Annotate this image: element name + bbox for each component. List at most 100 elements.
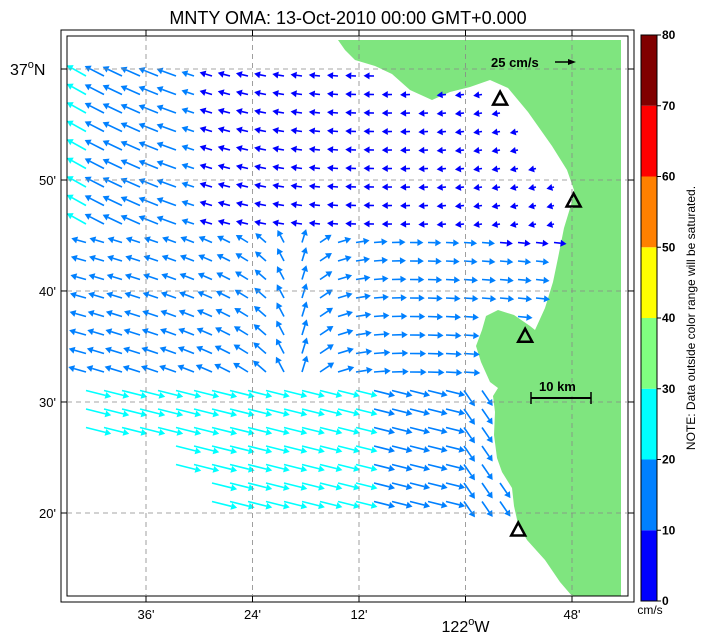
vector-shaft xyxy=(427,408,442,414)
vector-head xyxy=(318,391,325,399)
vector-shaft xyxy=(71,178,87,188)
vector-shaft xyxy=(314,130,321,133)
map-frame xyxy=(66,35,629,597)
vector-head xyxy=(276,248,284,256)
vector-shaft xyxy=(211,389,232,397)
vector-head xyxy=(156,86,164,93)
vector-shaft xyxy=(445,371,457,374)
vector-shaft xyxy=(239,273,249,281)
vector-head xyxy=(524,239,531,247)
colorbar-tick-label: 20 xyxy=(662,453,676,467)
vector-head xyxy=(405,409,413,417)
vector-head xyxy=(122,428,130,436)
vector-shaft xyxy=(146,367,159,373)
vector-head xyxy=(120,122,128,129)
vector-head xyxy=(199,218,207,226)
vector-shaft xyxy=(301,463,320,470)
colorbar-tick-label: 40 xyxy=(662,311,676,325)
vector-shaft xyxy=(165,330,177,336)
vector-shaft xyxy=(481,297,491,300)
vector-head xyxy=(276,320,283,328)
vector-shaft xyxy=(355,369,367,373)
colorbar-segment xyxy=(641,318,657,389)
vector-head xyxy=(509,165,517,173)
vector-shaft xyxy=(535,297,545,300)
vector-shaft xyxy=(427,389,442,395)
vector-head xyxy=(102,121,110,129)
vector-shaft xyxy=(85,426,106,434)
vector-shaft xyxy=(319,445,337,451)
vector-head xyxy=(70,254,78,262)
vector-head xyxy=(217,107,225,115)
vector-shaft xyxy=(247,408,267,415)
vector-shaft xyxy=(463,464,473,476)
vector-shaft xyxy=(229,389,250,396)
vector-head xyxy=(138,141,146,148)
vector-shaft xyxy=(200,366,213,373)
vector-shaft xyxy=(223,129,231,133)
vector-head xyxy=(195,364,203,371)
vector-head xyxy=(345,164,352,172)
vector-head xyxy=(217,70,225,78)
vector-shaft xyxy=(427,500,442,506)
vector-shaft xyxy=(143,88,159,96)
vector-head xyxy=(543,295,550,303)
vector-head xyxy=(473,109,480,117)
vector-head xyxy=(399,238,406,246)
vector-shaft xyxy=(111,294,123,299)
vector-shaft xyxy=(337,331,348,336)
vector-shaft xyxy=(229,482,250,489)
vector-shaft xyxy=(373,482,390,488)
vector-shaft xyxy=(183,330,195,336)
vector-head xyxy=(405,501,413,509)
vector-head xyxy=(327,164,334,172)
vector-shaft xyxy=(166,275,177,281)
vector-shaft xyxy=(355,463,372,470)
vector-shaft xyxy=(203,275,213,281)
vector-head xyxy=(345,127,352,135)
vector-shaft xyxy=(205,73,213,77)
vector-head xyxy=(272,90,279,97)
vector-shaft xyxy=(121,389,142,397)
vector-head xyxy=(381,256,389,264)
vector-head xyxy=(308,71,316,79)
vector-head xyxy=(546,202,554,210)
vector-head xyxy=(458,390,466,398)
vector-head xyxy=(468,454,475,462)
vector-shaft xyxy=(337,463,355,470)
vector-shaft xyxy=(391,500,407,506)
vector-shaft xyxy=(193,408,214,415)
vector-head xyxy=(365,348,373,356)
vector-head xyxy=(489,258,496,266)
vector-head xyxy=(265,428,273,436)
vector-shaft xyxy=(241,110,249,114)
vector-head xyxy=(318,465,325,473)
vector-head xyxy=(181,70,189,78)
vector-head xyxy=(247,391,255,399)
vector-shaft xyxy=(427,482,442,488)
lat-label: 50' xyxy=(39,173,56,188)
vector-head xyxy=(436,91,443,99)
vector-shaft xyxy=(373,351,385,355)
vector-shaft xyxy=(161,144,177,151)
vector-head xyxy=(528,165,535,173)
vector-shaft xyxy=(76,257,87,262)
vector-shaft xyxy=(241,184,249,188)
vector-head xyxy=(435,257,442,265)
vector-head xyxy=(215,290,223,297)
vector-shaft xyxy=(107,142,123,151)
vector-shaft xyxy=(301,288,306,299)
vector-head xyxy=(181,125,189,133)
vector-shaft xyxy=(147,330,159,336)
vector-shaft xyxy=(157,426,178,434)
vector-head xyxy=(458,482,466,490)
vector-shaft xyxy=(409,426,425,432)
vector-head xyxy=(199,70,207,78)
vector-shaft xyxy=(103,426,124,434)
vector-head xyxy=(381,128,388,136)
vector-head xyxy=(198,235,206,243)
vector-shaft xyxy=(161,88,177,96)
vector-shaft xyxy=(283,500,302,507)
vector-head xyxy=(254,126,261,134)
vector-shaft xyxy=(185,256,195,262)
